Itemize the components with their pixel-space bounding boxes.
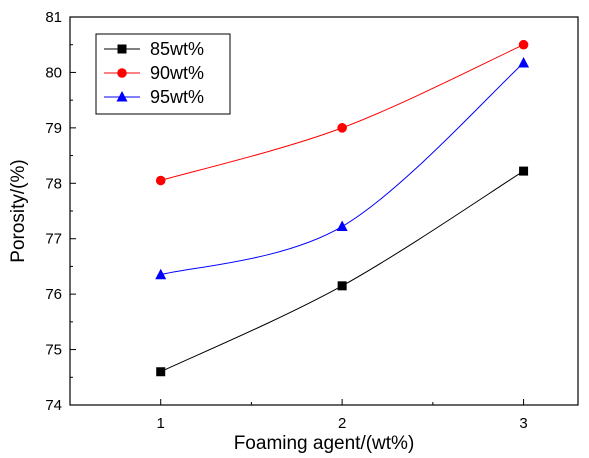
y-tick-label: 76 (45, 286, 62, 303)
data-point (156, 367, 166, 377)
x-axis-title: Foaming agent/(wt%) (234, 433, 415, 454)
y-axis: 74 75 76 77 78 79 80 81 (45, 9, 76, 414)
data-point (336, 220, 348, 232)
x-tick-label: 1 (157, 415, 165, 432)
y-tick-label: 77 (45, 231, 62, 248)
x-tick-label: 3 (519, 415, 527, 432)
x-axis: 1 2 3 (157, 399, 528, 432)
x-tick-label: 2 (338, 415, 346, 432)
legend-label: 95wt% (150, 87, 204, 107)
legend-label: 90wt% (150, 63, 204, 83)
data-point (518, 39, 529, 50)
data-point (337, 123, 347, 133)
legend-marker (117, 68, 127, 78)
series-line-85wt% (160, 170, 524, 373)
data-point (155, 175, 166, 186)
y-tick-label: 75 (45, 342, 62, 359)
data-point (155, 268, 167, 280)
data-point (518, 57, 530, 68)
y-tick-label: 79 (45, 120, 62, 137)
legend-marker (116, 91, 128, 102)
legend-marker (117, 44, 127, 54)
y-tick-label: 81 (45, 9, 62, 26)
y-axis-title: Porosity/(%) (8, 159, 29, 262)
legend: 85wt% 90wt% 95wt% (95, 33, 231, 115)
series-layer (155, 39, 530, 377)
y-tick-label: 74 (45, 397, 62, 414)
legend-label: 85wt% (150, 39, 204, 59)
data-point (519, 166, 529, 176)
y-tick-label: 78 (45, 175, 62, 192)
data-point (337, 281, 347, 291)
y-tick-label: 80 (45, 64, 62, 81)
